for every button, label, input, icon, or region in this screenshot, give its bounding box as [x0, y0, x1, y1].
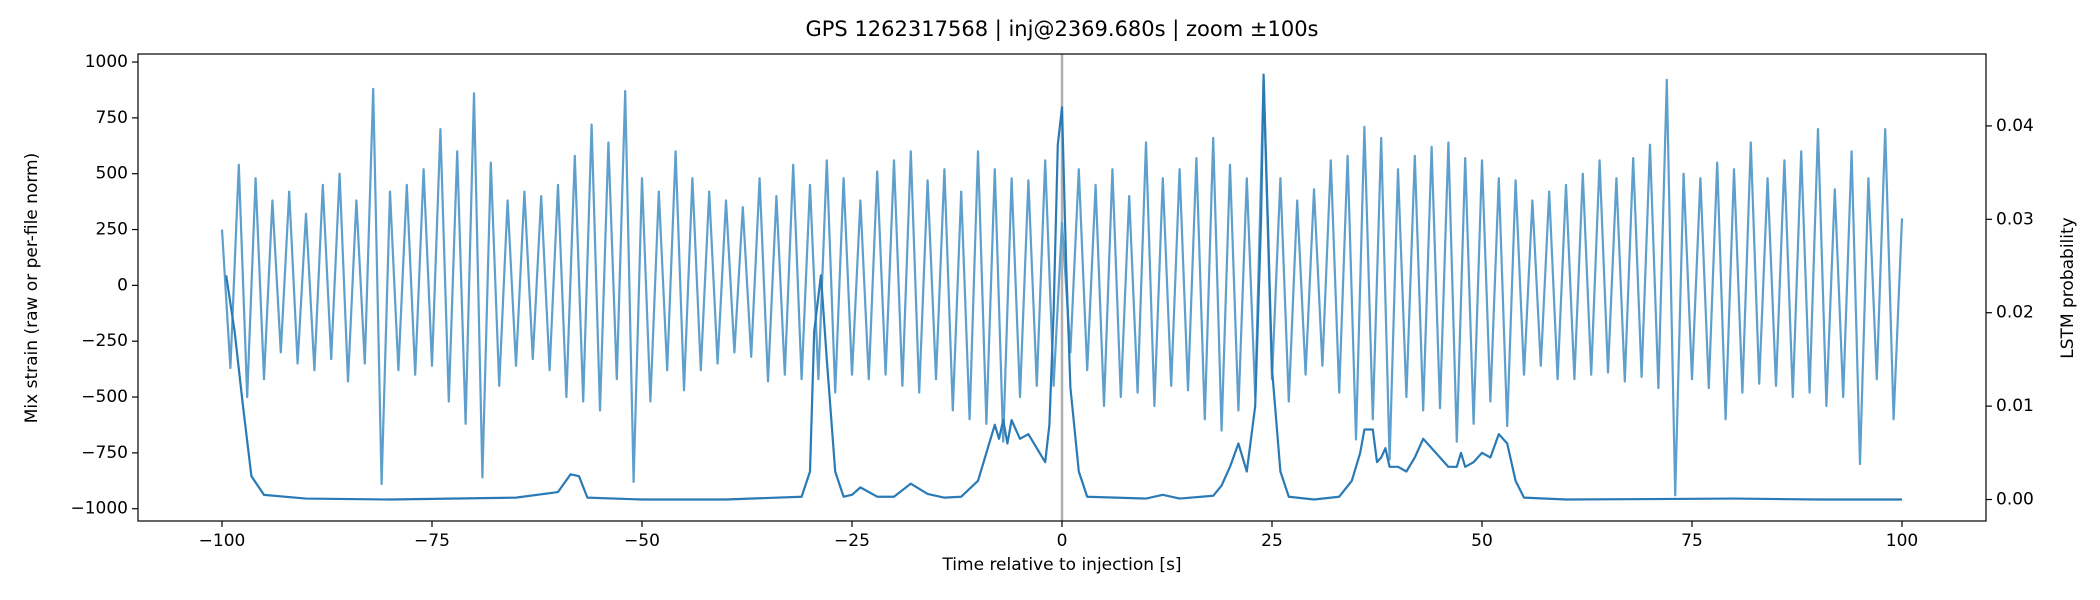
y2-axis-label: LSTM probability [2058, 217, 2078, 358]
y-tick-label: 500 [96, 164, 128, 184]
y-tick-label: −250 [81, 331, 128, 351]
y2-tick-label: 0.01 [1996, 396, 2034, 416]
x-tick-label: 50 [1471, 531, 1493, 551]
x-tick-label: 75 [1681, 531, 1703, 551]
x-tick-label: 0 [1057, 531, 1068, 551]
series-line [220, 78, 1904, 497]
y2-tick-label: 0.00 [1996, 490, 2034, 510]
y-tick-label: −750 [81, 443, 128, 463]
y2-tick-label: 0.03 [1996, 209, 2034, 229]
y-tick-label: −500 [81, 387, 128, 407]
y-tick-label: 0 [117, 275, 128, 295]
y-tick-label: 250 [96, 220, 128, 240]
y-tick-label: 750 [96, 108, 128, 128]
x-tick-label: −75 [414, 531, 450, 551]
y-tick-label: −1000 [70, 499, 128, 519]
x-tick-label: −100 [199, 531, 246, 551]
y2-tick-label: 0.02 [1996, 303, 2034, 323]
chart-title: GPS 1262317568 | inj@2369.680s | zoom ±1… [806, 17, 1319, 42]
x-axis-label: Time relative to injection [s] [941, 555, 1181, 575]
y-tick-label: 1000 [85, 52, 128, 72]
x-tick-label: −50 [624, 531, 660, 551]
y-axis-label: Mix strain (raw or per-file norm) [22, 153, 42, 423]
x-tick-label: −25 [834, 531, 870, 551]
y2-tick-label: 0.04 [1996, 116, 2034, 136]
series-line [225, 73, 1902, 501]
x-tick-label: 25 [1261, 531, 1283, 551]
x-tick-label: 100 [1886, 531, 1918, 551]
